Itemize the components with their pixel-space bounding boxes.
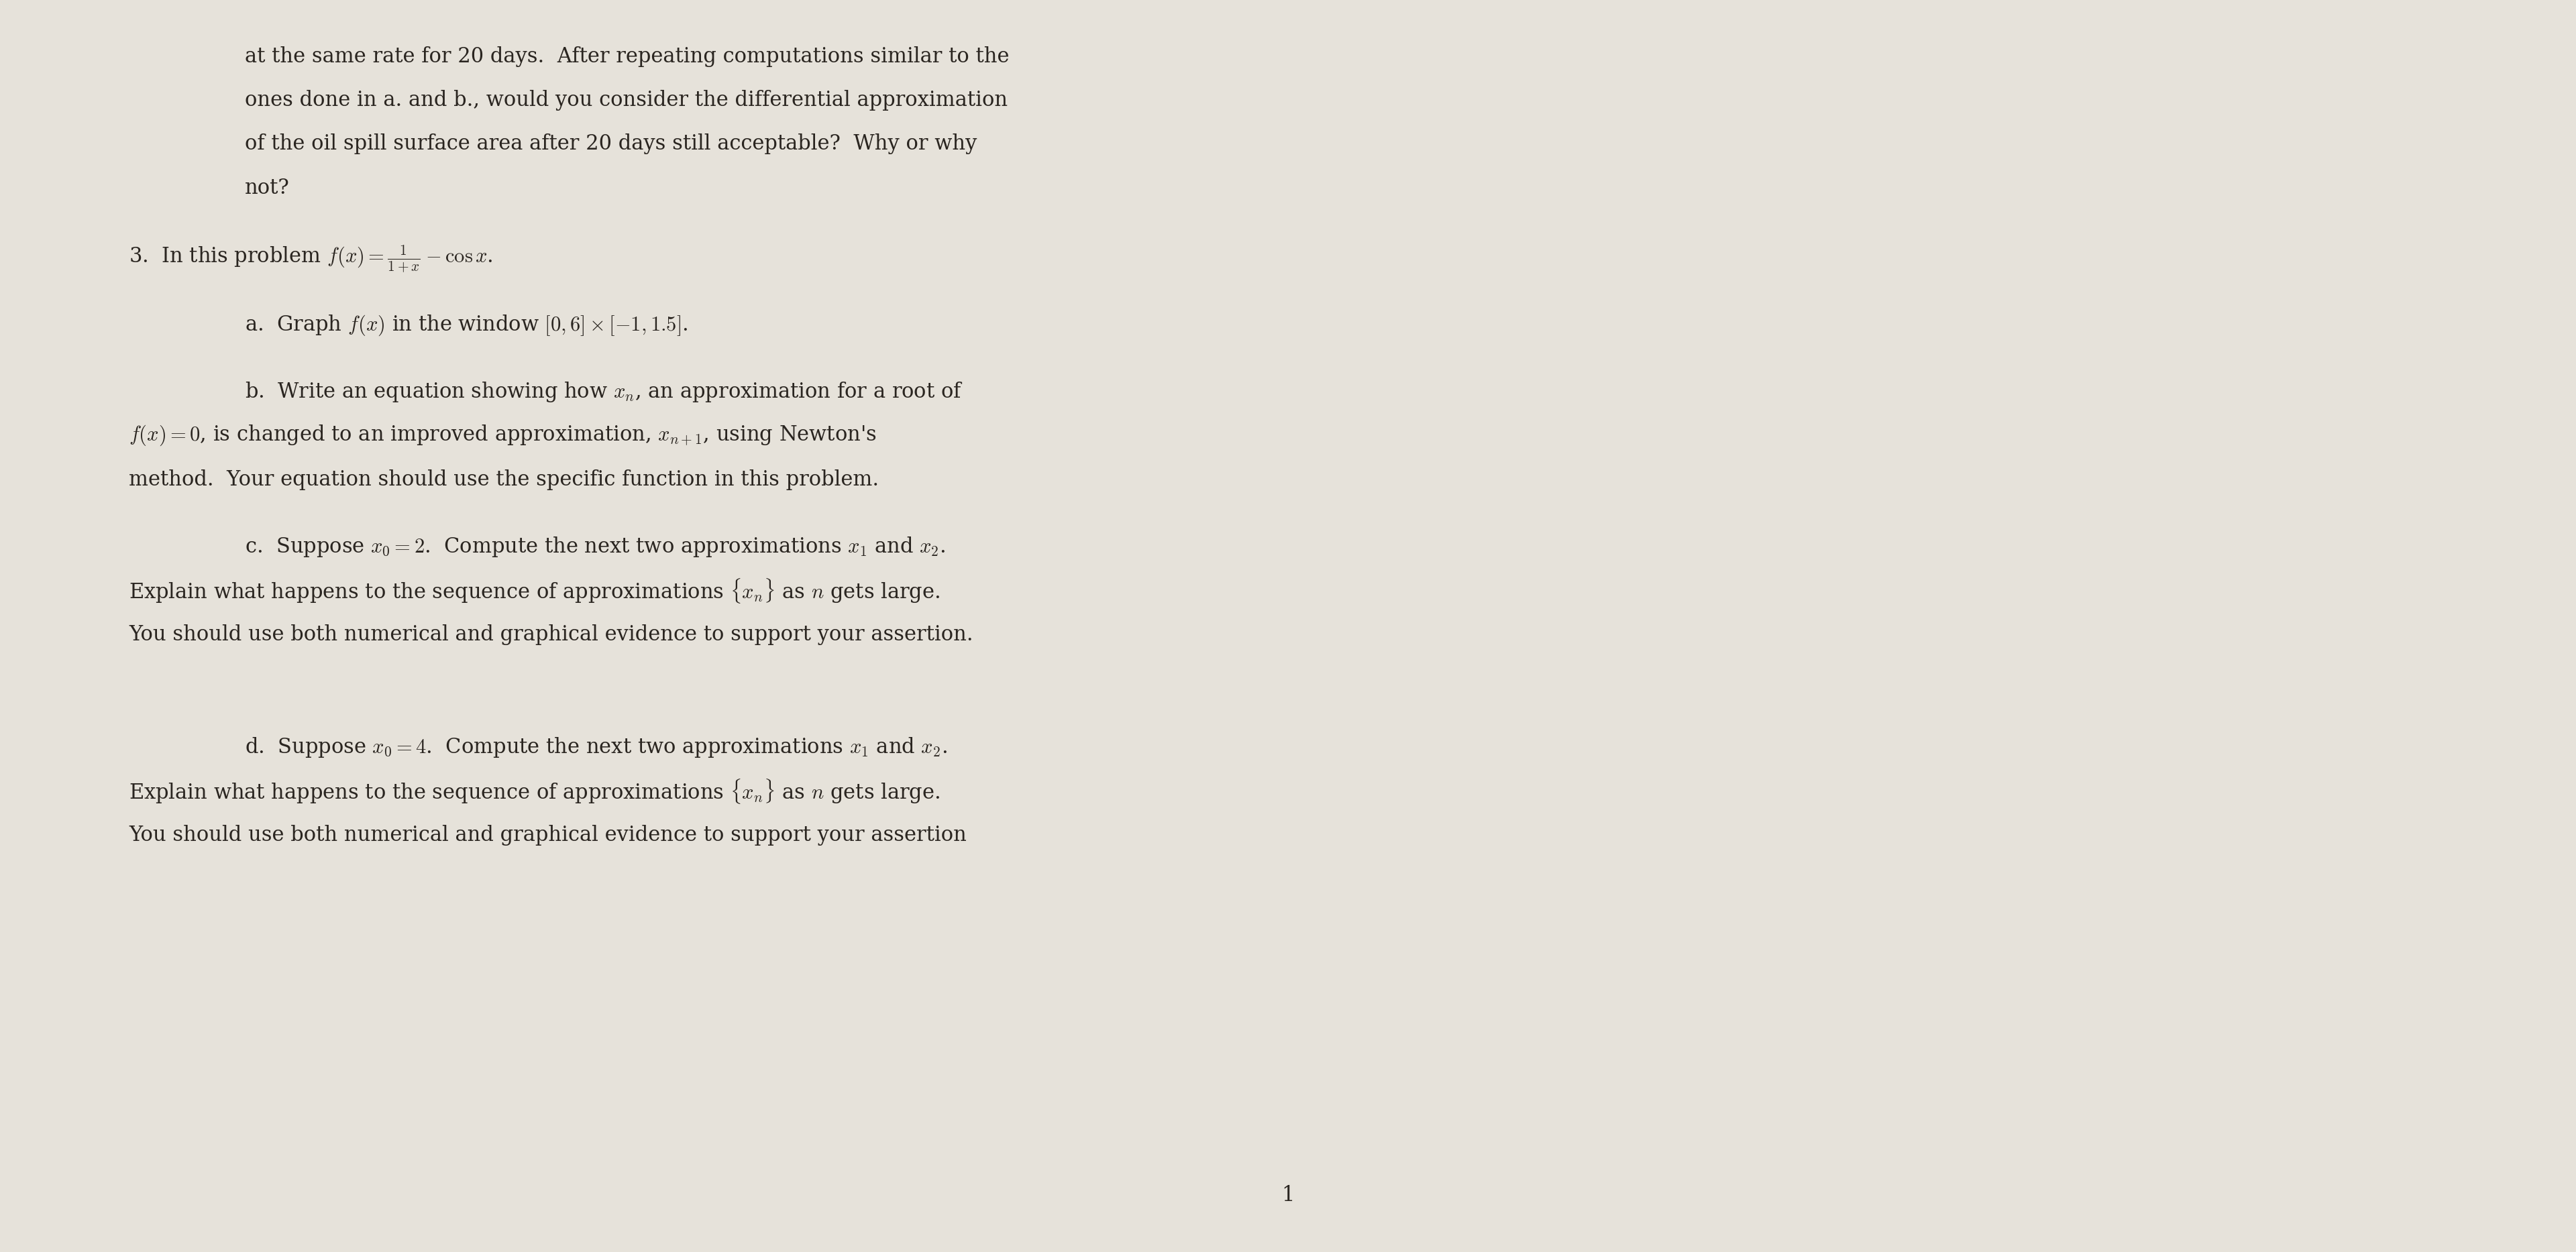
Text: not?: not? xyxy=(245,178,289,198)
Text: You should use both numerical and graphical evidence to support your assertion: You should use both numerical and graphi… xyxy=(129,825,966,845)
Text: Explain what happens to the sequence of approximations $\{x_n\}$ as $n$ gets lar: Explain what happens to the sequence of … xyxy=(129,777,940,805)
Text: c.  Suppose $x_0 = 2$.  Compute the next two approximations $x_1$ and $x_2$.: c. Suppose $x_0 = 2$. Compute the next t… xyxy=(245,536,945,558)
Text: d.  Suppose $x_0 = 4$.  Compute the next two approximations $x_1$ and $x_2$.: d. Suppose $x_0 = 4$. Compute the next t… xyxy=(245,736,948,759)
Text: of the oil spill surface area after 20 days still acceptable?  Why or why: of the oil spill surface area after 20 d… xyxy=(245,134,976,154)
Text: ones done in a. and b., would you consider the differential approximation: ones done in a. and b., would you consid… xyxy=(245,90,1007,110)
Text: $f(x) = 0$, is changed to an improved approximation, $x_{n+1}$, using Newton's: $f(x) = 0$, is changed to an improved ap… xyxy=(129,424,876,447)
Text: method.  Your equation should use the specific function in this problem.: method. Your equation should use the spe… xyxy=(129,470,878,490)
Text: 3.  In this problem $f(x) = \frac{1}{1+x} - \cos x$.: 3. In this problem $f(x) = \frac{1}{1+x}… xyxy=(129,244,492,274)
Text: b.  Write an equation showing how $x_n$, an approximation for a root of: b. Write an equation showing how $x_n$, … xyxy=(245,381,963,403)
Text: 1: 1 xyxy=(1280,1186,1296,1206)
Text: Explain what happens to the sequence of approximations $\{x_n\}$ as $n$ gets lar: Explain what happens to the sequence of … xyxy=(129,577,940,605)
Text: You should use both numerical and graphical evidence to support your assertion.: You should use both numerical and graphi… xyxy=(129,625,974,645)
Text: at the same rate for 20 days.  After repeating computations similar to the: at the same rate for 20 days. After repe… xyxy=(245,46,1010,66)
Text: a.  Graph $f(x)$ in the window $[0, 6] \times [-1, 1.5]$.: a. Graph $f(x)$ in the window $[0, 6] \t… xyxy=(245,314,688,337)
